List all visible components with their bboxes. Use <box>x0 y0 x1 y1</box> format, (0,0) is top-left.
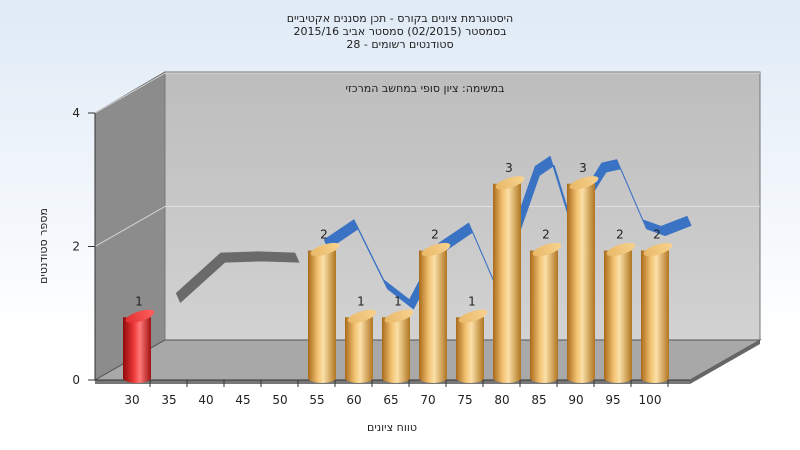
x-tick-label: 65 <box>383 393 398 407</box>
bar-top <box>125 309 155 323</box>
bar-value-label: 2 <box>653 228 661 242</box>
y-axis: 0 2 4 <box>72 106 95 387</box>
x-tick-label: 50 <box>272 393 287 407</box>
bar-90: 3 <box>567 161 599 383</box>
x-tick-label: 100 <box>639 393 662 407</box>
gridline-left <box>94 206 166 247</box>
bar-85: 2 <box>530 228 562 383</box>
x-tick-label: 90 <box>568 393 583 407</box>
bar-top <box>569 176 599 190</box>
chart-title-line-1: היסטוגרמת ציונים בקורס - תכן מסננים אקטי… <box>287 12 514 25</box>
bars: 1 2 1 1 2 1 3 2 3 2 2 <box>123 161 673 383</box>
chart-title-line-3: 28 - סטודנטים רשומים <box>346 38 453 51</box>
bar-value-label: 3 <box>505 161 513 175</box>
bar-top <box>347 309 377 323</box>
x-tick-label: 95 <box>605 393 620 407</box>
curve-segment-grey <box>175 251 300 303</box>
bar-70: 2 <box>419 228 451 383</box>
bar-top <box>458 309 488 323</box>
bar-body <box>567 183 595 383</box>
x-tick-label: 70 <box>420 393 435 407</box>
bar-body <box>419 250 447 383</box>
bar-value-label: 2 <box>542 228 550 242</box>
chart-annotation: במשימה: ציון סופי במחשב המרכזי <box>345 82 504 95</box>
bar-75: 1 <box>456 294 488 383</box>
bar-body <box>493 183 521 383</box>
x-axis-label: טווח ציונים <box>367 421 417 434</box>
bar-value-label: 2 <box>431 228 439 242</box>
x-tick-label: 85 <box>531 393 546 407</box>
bar-body <box>641 250 669 383</box>
bar-body <box>456 317 484 383</box>
bar-60: 1 <box>345 294 377 383</box>
bar-100: 2 <box>641 228 673 383</box>
bar-80: 3 <box>493 161 525 383</box>
x-tick-label: 80 <box>494 393 509 407</box>
gridline-left <box>94 72 166 114</box>
bar-body <box>604 250 632 383</box>
x-axis: 30 35 40 45 50 55 60 65 70 75 80 85 90 95 100 <box>124 380 669 407</box>
x-tick-label: 55 <box>309 393 324 407</box>
y-tick-label: 2 <box>72 240 80 254</box>
bar-top <box>384 309 414 323</box>
x-tick-label: 45 <box>235 393 250 407</box>
chart-title-line-2: בסמסטר (02/2015) סמסטר אביב 2015/16 <box>293 25 506 38</box>
bar-value-label: 2 <box>616 228 624 242</box>
bar-value-label: 1 <box>468 294 476 308</box>
bar-top <box>495 176 525 190</box>
x-tick-label: 40 <box>198 393 213 407</box>
x-tick-label: 35 <box>161 393 176 407</box>
gridlines <box>94 72 760 247</box>
x-tick-label: 75 <box>457 393 472 407</box>
y-tick-label: 4 <box>72 106 80 120</box>
bar-65: 1 <box>382 294 414 383</box>
chart-title: היסטוגרמת ציונים בקורס - תכן מסננים אקטי… <box>287 12 514 51</box>
bar-top <box>421 242 451 257</box>
bar-95: 2 <box>604 228 636 383</box>
bar-body <box>345 317 373 383</box>
bar-body <box>530 250 558 383</box>
bar-body <box>123 317 151 383</box>
bar-55: 2 <box>308 228 340 383</box>
y-axis-label: מספר סטודנטים <box>37 208 50 284</box>
bar-value-label: 1 <box>394 294 402 308</box>
bar-value-label: 2 <box>320 228 328 242</box>
bar-value-label: 3 <box>579 161 587 175</box>
bar-top <box>606 242 636 257</box>
bar-body <box>382 317 410 383</box>
bar-body <box>308 250 336 383</box>
bar-top <box>532 242 562 257</box>
bar-top <box>310 242 340 257</box>
bar-30: 1 <box>123 294 155 383</box>
bar-top <box>643 242 673 257</box>
x-tick-label: 30 <box>124 393 139 407</box>
y-tick-label: 0 <box>72 373 80 387</box>
right-floor-edge <box>690 340 760 384</box>
x-tick-label: 60 <box>346 393 361 407</box>
bar-value-label: 1 <box>357 294 365 308</box>
bar-value-label: 1 <box>135 294 143 308</box>
